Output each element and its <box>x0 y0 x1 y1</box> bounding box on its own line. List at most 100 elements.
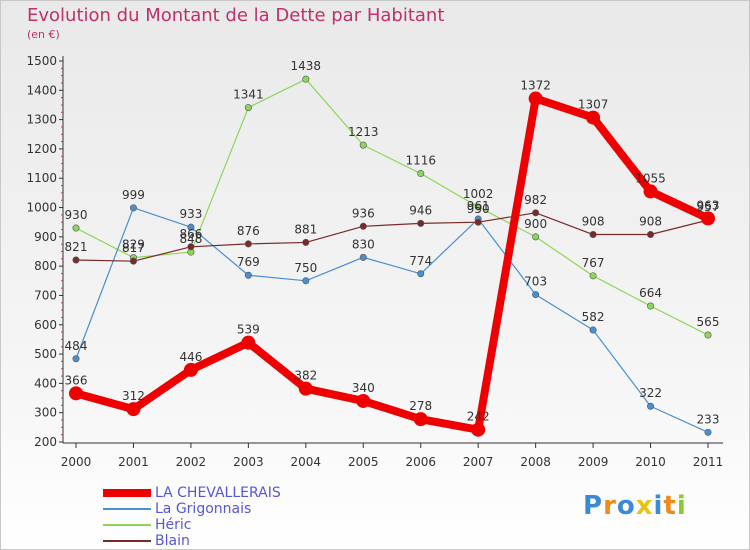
logo-letter: r <box>603 491 617 521</box>
data-point <box>359 253 367 261</box>
data-point <box>704 331 712 339</box>
data-label: 946 <box>409 203 432 217</box>
data-point <box>298 381 313 396</box>
legend-label: Héric <box>155 517 192 533</box>
y-tick-label: 1300 <box>26 113 57 127</box>
data-point <box>302 277 310 285</box>
series-line <box>75 212 709 262</box>
y-tick-label: 500 <box>34 347 57 361</box>
data-label: 582 <box>582 310 605 324</box>
legend-label: Blain <box>155 533 190 549</box>
x-tick-label: 2004 <box>291 455 322 469</box>
y-axis-ticks: 200 300 400 500 600 700 800 900 1000 1100 1200 1300… <box>26 54 63 449</box>
x-tick-label: 2005 <box>348 455 379 469</box>
y-tick-label: 700 <box>34 288 57 302</box>
y-tick-label: 1100 <box>26 171 57 185</box>
data-point <box>474 218 482 226</box>
data-point <box>528 91 543 106</box>
legend-item: Blain <box>103 533 363 549</box>
data-point <box>129 257 137 265</box>
unit-label: (en €) <box>27 28 60 41</box>
data-label: 936 <box>352 206 375 220</box>
data-label: 817 <box>122 241 145 255</box>
data-point <box>244 271 252 279</box>
data-point <box>589 326 597 334</box>
series-line <box>72 94 712 434</box>
data-label: 278 <box>409 399 432 413</box>
data-point <box>359 222 367 230</box>
y-tick-label: 600 <box>34 318 57 332</box>
data-label: 703 <box>524 275 547 289</box>
data-point <box>417 219 425 227</box>
data-point <box>417 270 425 278</box>
legend-label: LA CHEVALLERAIS <box>155 485 281 501</box>
logo-letter: i <box>653 491 664 521</box>
data-label: 848 <box>179 232 202 246</box>
data-label: 908 <box>639 215 662 229</box>
legend-swatch-grigonnais <box>103 508 151 510</box>
data-point <box>417 170 425 178</box>
y-tick-label: 1400 <box>26 83 57 97</box>
y-tick-label: 1500 <box>26 54 57 68</box>
logo-letter: P <box>583 491 604 521</box>
logo-letter: t <box>663 491 677 521</box>
data-label: 366 <box>65 373 88 387</box>
series-group <box>69 75 715 437</box>
x-tick-label: 2000 <box>61 455 92 469</box>
data-point <box>72 224 80 232</box>
data-label: 908 <box>582 215 605 229</box>
data-point <box>69 386 83 401</box>
y-tick-label: 1200 <box>26 142 57 156</box>
data-point <box>356 393 371 408</box>
data-label: 233 <box>697 412 720 426</box>
x-tick-label: 2010 <box>635 455 666 469</box>
legend-item: Héric <box>103 517 363 533</box>
data-label: 664 <box>639 286 662 300</box>
data-point <box>244 240 252 248</box>
data-label: 963 <box>697 198 720 212</box>
logo-letter: i <box>676 491 687 521</box>
x-tick-label: 2001 <box>118 455 149 469</box>
data-point <box>586 110 601 125</box>
data-point <box>302 238 310 246</box>
data-label: 830 <box>352 237 375 251</box>
data-label: 982 <box>524 193 547 207</box>
data-point <box>643 184 658 199</box>
data-label: 999 <box>122 188 145 202</box>
y-tick-label: 900 <box>34 230 57 244</box>
data-label: 565 <box>697 315 720 329</box>
data-label: 821 <box>65 240 88 254</box>
data-label: 340 <box>352 381 375 395</box>
data-label: 446 <box>179 350 202 364</box>
legend-swatch-chevallerais <box>103 489 151 497</box>
data-point <box>413 412 428 427</box>
data-label: 930 <box>65 208 88 222</box>
data-label: 312 <box>122 389 145 403</box>
data-label: 961 <box>467 199 490 213</box>
series-line <box>75 78 709 336</box>
data-label: 750 <box>294 261 317 275</box>
logo-letter: x <box>635 491 654 521</box>
data-label: 1307 <box>578 98 609 112</box>
data-label: 876 <box>237 224 260 238</box>
data-label: 382 <box>294 369 317 383</box>
data-point <box>187 223 195 231</box>
data-label: 950 <box>467 202 490 216</box>
data-point <box>532 291 540 299</box>
data-point <box>589 272 597 280</box>
data-point <box>704 428 712 436</box>
data-label: 1002 <box>463 187 494 201</box>
proxiti-logo: Proxiti <box>583 491 687 521</box>
legend-swatch-blain <box>103 540 151 542</box>
data-label: 900 <box>524 217 547 231</box>
y-tick-label: 200 <box>34 435 57 449</box>
legend-label: La Grigonnais <box>155 501 252 517</box>
data-point <box>244 104 252 112</box>
data-point <box>72 355 80 363</box>
data-label: 767 <box>582 256 605 270</box>
data-label: 539 <box>237 323 260 337</box>
data-label: 1055 <box>635 171 666 185</box>
chart-title: Evolution du Montant de la Dette par Hab… <box>27 5 445 26</box>
